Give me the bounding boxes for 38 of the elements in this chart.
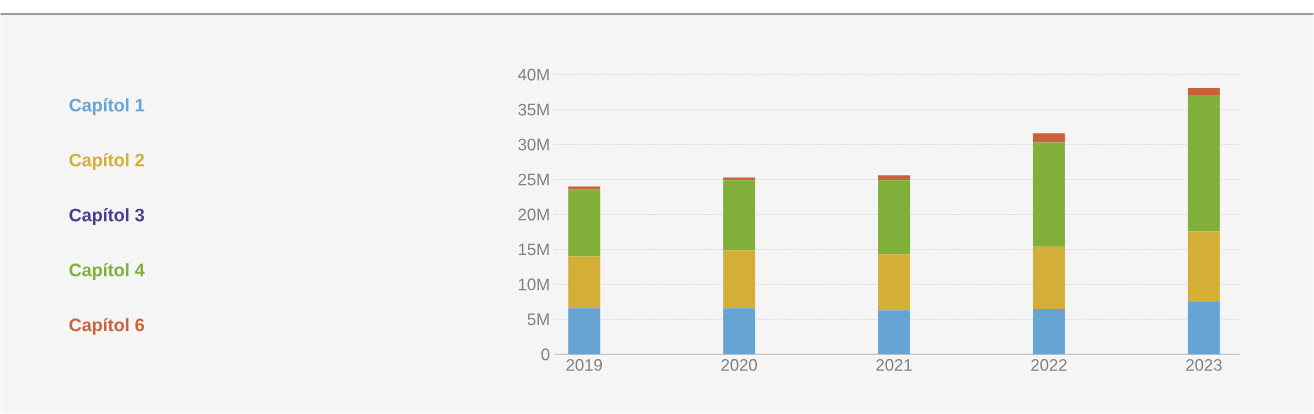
x-tick-label: 2022 xyxy=(1031,359,1067,372)
legend-label: Capítol 3 xyxy=(69,208,145,226)
x-tick-label: 2020 xyxy=(721,359,757,372)
bar xyxy=(1032,309,1065,355)
bar xyxy=(723,177,756,181)
y-tick-label: 40M xyxy=(518,68,549,81)
bar xyxy=(1187,88,1220,96)
bar xyxy=(723,180,756,251)
y-tick-label: 30M xyxy=(518,138,549,151)
bar xyxy=(723,250,756,309)
bar xyxy=(878,175,911,181)
bar xyxy=(723,308,756,355)
bar xyxy=(1187,95,1220,232)
y-tick-label: 20M xyxy=(518,208,549,221)
bar xyxy=(1032,133,1065,143)
y-tick-label: 15M xyxy=(518,243,549,256)
bar xyxy=(568,189,601,257)
bar xyxy=(878,254,911,311)
bar xyxy=(1187,231,1220,302)
y-tick-label: 0 xyxy=(541,348,550,361)
bar xyxy=(568,308,601,355)
bar xyxy=(878,180,911,255)
bar xyxy=(1187,301,1220,355)
x-tick-label: 2019 xyxy=(566,359,602,372)
y-tick-label: 10M xyxy=(518,278,549,291)
y-tick-label: 5M xyxy=(527,313,549,326)
text: Capítol 4 xyxy=(69,263,145,281)
bar xyxy=(568,256,601,309)
y-tick-label: 35M xyxy=(518,103,549,116)
x-tick-label: 2021 xyxy=(876,359,912,372)
text: Capítol 6 xyxy=(69,318,145,336)
y-tick-label: 25M xyxy=(518,173,549,186)
bar xyxy=(878,310,911,355)
x-tick-label: 2023 xyxy=(1186,359,1222,372)
bar xyxy=(1032,142,1065,247)
text: Capítol 2 xyxy=(69,153,144,171)
bar xyxy=(1032,246,1065,310)
text: Capítol 1 xyxy=(69,98,145,116)
